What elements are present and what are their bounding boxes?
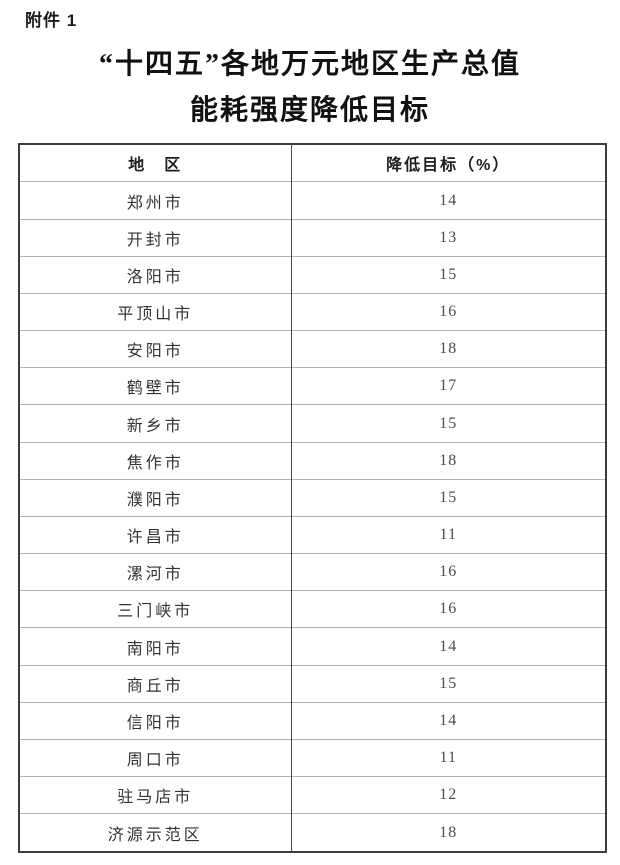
document-title: “十四五”各地万元地区生产总值 能耗强度降低目标 bbox=[0, 42, 620, 134]
table-row: 开封市 13 bbox=[19, 218, 606, 257]
table-row: 信阳市 14 bbox=[19, 701, 606, 740]
table-body: 地 区 降低目标（%） 郑州市 14 开封市 13 洛阳市 15 平顶山市 16… bbox=[19, 144, 606, 852]
target-cell: 17 bbox=[290, 367, 606, 405]
target-cell: 12 bbox=[290, 776, 606, 814]
target-column-header: 降低目标（%） bbox=[290, 144, 606, 182]
region-cell: 开封市 bbox=[19, 218, 291, 257]
target-cell: 15 bbox=[290, 255, 606, 294]
table-row: 三门峡市 16 bbox=[19, 590, 606, 628]
target-cell: 13 bbox=[290, 218, 606, 257]
target-cell: 18 bbox=[290, 813, 606, 852]
region-cell: 焦作市 bbox=[19, 441, 291, 480]
region-cell: 南阳市 bbox=[19, 627, 291, 666]
region-cell: 安阳市 bbox=[19, 330, 291, 368]
target-cell: 16 bbox=[290, 553, 606, 591]
target-cell: 14 bbox=[290, 627, 606, 666]
table-header-row: 地 区 降低目标（%） bbox=[19, 144, 606, 182]
target-cell: 15 bbox=[290, 478, 606, 517]
target-cell: 14 bbox=[290, 701, 606, 740]
table-row: 南阳市 14 bbox=[19, 627, 606, 666]
region-cell: 信阳市 bbox=[19, 701, 291, 740]
table-row: 焦作市 18 bbox=[19, 441, 606, 480]
region-cell: 三门峡市 bbox=[19, 590, 291, 628]
table-row: 鹤壁市 17 bbox=[19, 367, 606, 405]
region-cell: 漯河市 bbox=[19, 553, 291, 591]
targets-table: 地 区 降低目标（%） 郑州市 14 开封市 13 洛阳市 15 平顶山市 16… bbox=[18, 143, 607, 853]
table-row: 郑州市 14 bbox=[19, 181, 606, 220]
target-cell: 11 bbox=[290, 738, 606, 777]
table-row: 商丘市 15 bbox=[19, 664, 606, 703]
table-row: 许昌市 11 bbox=[19, 515, 606, 554]
target-cell: 16 bbox=[290, 590, 606, 628]
table-row: 濮阳市 15 bbox=[19, 478, 606, 517]
region-cell: 新乡市 bbox=[19, 404, 291, 443]
target-cell: 16 bbox=[290, 292, 606, 331]
table-row: 周口市 11 bbox=[19, 738, 606, 777]
table-row: 平顶山市 16 bbox=[19, 292, 606, 331]
target-cell: 18 bbox=[290, 330, 606, 368]
region-cell: 济源示范区 bbox=[19, 813, 291, 852]
region-cell: 平顶山市 bbox=[19, 292, 291, 331]
table-row: 安阳市 18 bbox=[19, 330, 606, 368]
target-cell: 11 bbox=[290, 515, 606, 554]
region-cell: 商丘市 bbox=[19, 664, 291, 703]
region-cell: 驻马店市 bbox=[19, 776, 291, 814]
region-cell: 周口市 bbox=[19, 738, 291, 777]
region-cell: 洛阳市 bbox=[19, 255, 291, 294]
table-row: 漯河市 16 bbox=[19, 553, 606, 591]
document-title-line1: “十四五”各地万元地区生产总值 bbox=[98, 49, 521, 80]
region-cell: 郑州市 bbox=[19, 181, 291, 220]
region-cell: 许昌市 bbox=[19, 515, 291, 554]
table-row: 济源示范区 18 bbox=[19, 813, 606, 852]
region-cell: 鹤壁市 bbox=[19, 367, 291, 405]
table-row: 洛阳市 15 bbox=[19, 255, 606, 294]
region-column-header: 地 区 bbox=[128, 157, 183, 175]
target-cell: 15 bbox=[290, 664, 606, 703]
target-cell: 14 bbox=[290, 181, 606, 220]
region-cell: 濮阳市 bbox=[19, 478, 291, 517]
document-title-line2: 能耗强度降低目标 bbox=[189, 95, 430, 126]
attachment-label: 附件 1 bbox=[25, 11, 78, 30]
table-row: 驻马店市 12 bbox=[19, 776, 606, 814]
target-cell: 18 bbox=[290, 441, 606, 480]
table-row: 新乡市 15 bbox=[19, 404, 606, 443]
target-cell: 15 bbox=[290, 404, 606, 443]
